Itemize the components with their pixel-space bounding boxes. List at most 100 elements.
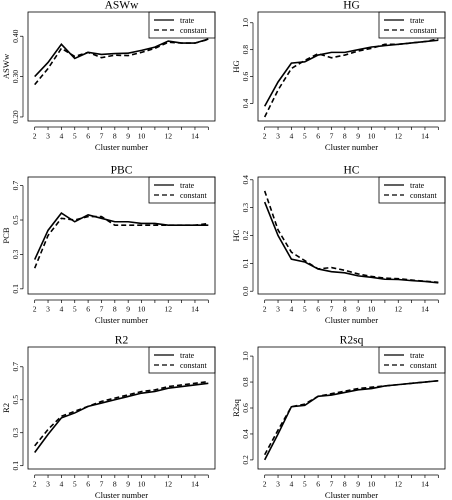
x-axis-label: Cluster number [95, 315, 148, 325]
x-tick-label: 8 [343, 132, 347, 141]
chart-panel-r2: R2 2 3 4 5 6 7 8 9 10 12 14 Cluster number 0.1 0.3 0.5 0… [1, 335, 216, 500]
x-tick-label: 4 [59, 480, 63, 489]
x-tick-label: 7 [330, 480, 334, 489]
x-tick-label: 9 [356, 305, 360, 314]
x-tick-label: 6 [86, 305, 90, 314]
y-tick-label: 1.0 [241, 351, 250, 361]
plot-frame [27, 346, 216, 470]
x-tick-label: 12 [164, 480, 172, 489]
x-tick-label: 2 [263, 132, 267, 141]
x-tick-label: 4 [59, 305, 63, 314]
x-tick-label: 2 [33, 480, 37, 489]
y-axis-label: R2sq [231, 398, 241, 416]
y-tick-label: 0.3 [241, 203, 250, 213]
legend-label-constant: constant [410, 191, 437, 200]
x-tick-label: 4 [59, 132, 63, 141]
legend-label-constant: constant [410, 26, 437, 35]
x-tick-label: 14 [191, 132, 199, 141]
y-tick-label: 0.1 [11, 284, 20, 294]
series-line-trate [34, 382, 209, 453]
chart-title: ASWw [105, 0, 140, 12]
x-tick-label: 10 [368, 305, 376, 314]
y-tick-label: 0.30 [11, 70, 20, 83]
y-tick-label: 0.20 [11, 110, 20, 123]
legend-label-trate: trate [180, 351, 195, 360]
plot-frame [27, 176, 216, 295]
plot-frame [257, 176, 446, 295]
plot-frame [257, 11, 446, 122]
y-tick-label: 0.3 [11, 428, 20, 438]
x-tick-label: 10 [138, 480, 146, 489]
x-tick-label: 6 [86, 132, 90, 141]
x-tick-label: 5 [303, 132, 307, 141]
chart-panel-hc: HC 2 3 4 5 6 7 8 9 10 12 14 Cluster number 0.0 0.1 0.2 0… [231, 165, 446, 325]
x-tick-label: 2 [263, 480, 267, 489]
x-tick-label: 6 [316, 132, 320, 141]
series-line-trate [263, 39, 439, 107]
legend-label-trate: trate [180, 181, 195, 190]
y-tick-label: 0.6 [241, 72, 250, 82]
series-line-trate [33, 212, 209, 260]
x-tick-label: 12 [164, 132, 172, 141]
x-axis-label: Cluster number [325, 490, 378, 500]
x-tick-label: 2 [33, 132, 37, 141]
legend-label-constant: constant [180, 361, 207, 370]
series-line-constant [34, 380, 209, 447]
x-tick-label: 7 [100, 132, 104, 141]
legend-label-trate: trate [410, 16, 425, 25]
legend-box [148, 11, 216, 39]
x-tick-label: 14 [191, 480, 199, 489]
chart-title: HG [343, 0, 360, 12]
y-tick-label: 0.1 [11, 461, 20, 471]
legend-box [378, 346, 446, 374]
x-tick-label: 8 [113, 132, 117, 141]
y-axis-label: HG [231, 60, 241, 72]
y-tick-label: 0.5 [11, 215, 20, 225]
chart-title: PBC [111, 165, 133, 177]
x-tick-label: 5 [73, 480, 77, 489]
y-tick-label: 0.4 [241, 99, 250, 109]
y-tick-label: 0.3 [11, 249, 20, 259]
series-line-trate [263, 201, 439, 284]
x-tick-label: 14 [421, 480, 429, 489]
x-axis-label: Cluster number [325, 315, 378, 325]
x-tick-label: 2 [33, 305, 37, 314]
chart-title: R2sq [340, 335, 364, 347]
y-tick-label: 0.40 [11, 29, 20, 42]
x-tick-label: 9 [126, 305, 130, 314]
x-tick-label: 12 [164, 305, 172, 314]
x-tick-label: 8 [343, 480, 347, 489]
x-tick-label: 7 [330, 305, 334, 314]
series-line-constant [263, 38, 439, 118]
x-tick-label: 6 [86, 480, 90, 489]
x-tick-label: 9 [356, 132, 360, 141]
chart-panel-asww: ASWw 2 3 4 5 6 7 8 9 10 12 14 Cluster number 0.20 0.30… [1, 0, 216, 152]
y-tick-label: 0.8 [241, 45, 250, 55]
legend-box [148, 176, 216, 204]
y-tick-label: 0.8 [241, 377, 250, 387]
series-line-constant [263, 190, 439, 284]
x-tick-label: 2 [263, 305, 267, 314]
x-tick-label: 7 [100, 305, 104, 314]
x-tick-label: 6 [316, 480, 320, 489]
plot-frame [257, 346, 446, 470]
x-tick-label: 4 [289, 480, 293, 489]
legend-box [378, 11, 446, 39]
y-tick-label: 0.6 [241, 403, 250, 413]
y-tick-label: 0.4 [241, 429, 250, 439]
series-line-trate [34, 38, 209, 78]
y-tick-label: 0.7 [11, 181, 20, 191]
x-tick-label: 5 [303, 305, 307, 314]
legend-label-constant: constant [180, 26, 207, 35]
y-tick-label: 0.2 [241, 455, 250, 465]
x-tick-label: 3 [46, 480, 50, 489]
series-line-constant [34, 38, 209, 86]
legend-label-constant: constant [180, 191, 207, 200]
chart-panel-pbc: PBC 2 3 4 5 6 7 8 9 10 12 14 Cluster number 0.1 0.3 0.5… [1, 165, 216, 325]
legend-box [378, 176, 446, 204]
x-tick-label: 12 [394, 305, 402, 314]
legend-label-trate: trate [410, 351, 425, 360]
y-tick-label: 0.4 [241, 175, 250, 185]
x-tick-label: 10 [138, 132, 146, 141]
